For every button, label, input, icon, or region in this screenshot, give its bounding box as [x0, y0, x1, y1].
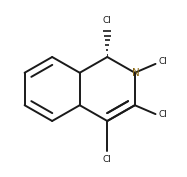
Text: Cl: Cl	[158, 57, 167, 66]
Text: N: N	[132, 68, 140, 78]
Text: Cl: Cl	[103, 16, 112, 25]
Text: Cl: Cl	[158, 110, 167, 119]
Text: Cl: Cl	[103, 155, 112, 164]
